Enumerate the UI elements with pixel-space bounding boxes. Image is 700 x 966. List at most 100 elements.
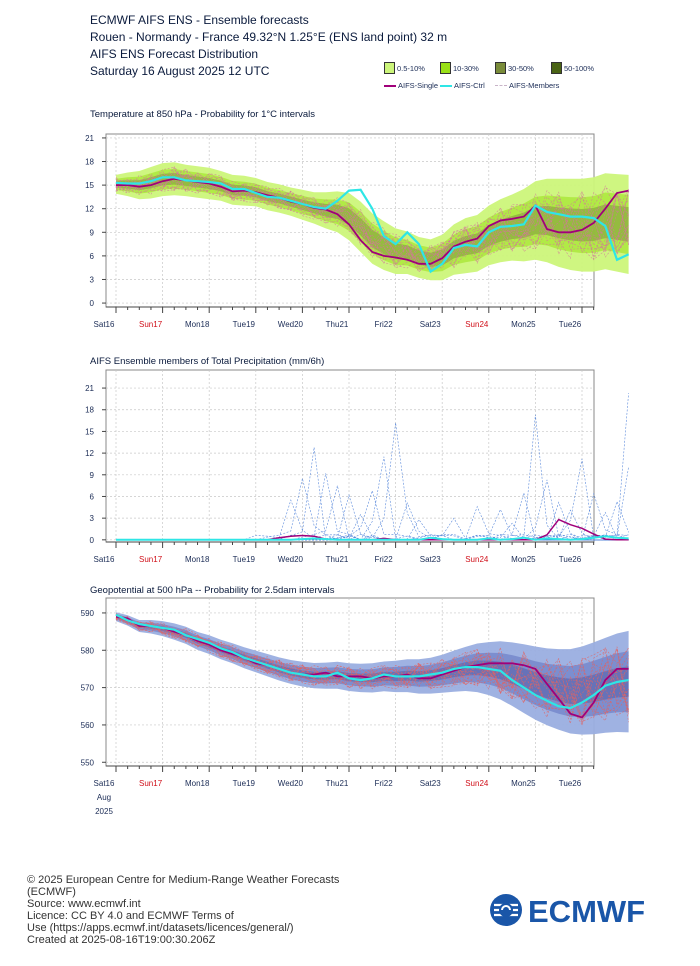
- footer-created: Created at 2025-08-16T19:00:30.206Z: [27, 934, 216, 946]
- x-day-label: Wed20: [278, 779, 304, 788]
- x-day-label: Thu21: [326, 320, 349, 329]
- legend-line-entry-1: AIFS-Ctrl: [440, 81, 485, 90]
- legend: 0.5-10% 10-30% 30-50% 50-100% AIFS-Singl…: [384, 62, 614, 94]
- footer-org: (ECMWF): [27, 886, 76, 898]
- legend-swatch-2: [495, 62, 506, 74]
- x-day-label: Tue26: [559, 320, 582, 329]
- x-day-label: Wed20: [278, 320, 304, 329]
- y-tick-label: 9: [90, 228, 95, 237]
- y-tick-label: 570: [81, 684, 95, 693]
- legend-line-0: [384, 84, 396, 87]
- x-day-label: Sat23: [420, 320, 441, 329]
- footer-copyright: © 2025 European Centre for Medium-Range …: [27, 874, 340, 886]
- member-line: [115, 616, 629, 718]
- x-day-label: Sun24: [465, 779, 489, 788]
- y-tick-label: 21: [85, 384, 94, 393]
- legend-line-1: [440, 84, 452, 87]
- y-tick-label: 6: [90, 492, 95, 501]
- header-date: Saturday 16 August 2025 12 UTC: [90, 64, 270, 78]
- member-line: [115, 167, 629, 268]
- member-line: [115, 613, 629, 722]
- member-line: [115, 173, 629, 265]
- x-day-label: Sat16: [94, 779, 115, 788]
- x-day-label: Tue19: [233, 555, 256, 564]
- y-tick-label: 580: [81, 646, 95, 655]
- member-line: [115, 170, 629, 273]
- footer-source: Source: www.ecmwf.int: [27, 898, 141, 910]
- member-line: [115, 617, 629, 718]
- y-tick-label: 15: [85, 427, 94, 436]
- member-line: [115, 169, 629, 265]
- x-day-label: Sun17: [139, 779, 163, 788]
- x-day-label: Sat23: [420, 555, 441, 564]
- legend-entry-1: 10-30%: [440, 62, 479, 74]
- header-title: ECMWF AIFS ENS - Ensemble forecasts: [90, 13, 309, 27]
- x-day-label: Thu21: [326, 555, 349, 564]
- x-day-label: Sun24: [465, 555, 489, 564]
- x-day-label: Mon18: [185, 555, 210, 564]
- panel-title-temperature: Temperature at 850 hPa - Probability for…: [90, 109, 316, 120]
- y-tick-label: 18: [85, 158, 94, 167]
- legend-line-2: [495, 85, 507, 86]
- x-day-label: Sat16: [94, 555, 115, 564]
- header-location: Rouen - Normandy - France 49.32°N 1.25°E…: [90, 30, 448, 44]
- y-tick-label: 12: [85, 205, 94, 214]
- legend-line-entry-0: AIFS-Single: [384, 81, 438, 90]
- x-day-label: Wed20: [278, 555, 304, 564]
- legend-entry-0: 0.5-10%: [384, 62, 425, 74]
- x-day-label: Tue19: [233, 320, 256, 329]
- member-line: [115, 617, 629, 721]
- x-day-label: Tue26: [559, 779, 582, 788]
- x-day-label: Tue26: [559, 555, 582, 564]
- y-tick-label: 15: [85, 181, 94, 190]
- y-tick-label: 0: [90, 536, 95, 545]
- series-aifs-ctrl: [115, 613, 629, 710]
- x-day-label: Mon25: [511, 320, 536, 329]
- legend-line-label-2: AIFS-Members: [509, 81, 560, 90]
- panel-title-precipitation: AIFS Ensemble members of Total Precipita…: [90, 356, 325, 367]
- member-line: [115, 172, 629, 270]
- x-day-label: Mon25: [511, 779, 536, 788]
- legend-entry-3: 50-100%: [551, 62, 594, 74]
- series-aifs-ctrl: [115, 176, 630, 274]
- x-day-label: Mon25: [511, 555, 536, 564]
- legend-entry-2: 30-50%: [495, 62, 534, 74]
- x-year-label: 2025: [95, 807, 113, 816]
- x-day-label: Sat16: [94, 320, 115, 329]
- x-day-label: Tue19: [233, 779, 256, 788]
- y-tick-label: 6: [90, 252, 95, 261]
- footer-licence-url: Use (https://apps.ecmwf.int/datasets/lic…: [27, 922, 294, 934]
- geopotential-chart: 550 560 570 580 590 Sat16 Sun17 Mon18 Tue19 Wed20…: [81, 597, 629, 816]
- legend-label-2: 30-50%: [508, 63, 534, 73]
- precipitation-chart: 0 3 6 9 12 15 18 21 Sat16 Sun17 Mon18 Tue19 Wed20 Thu…: [85, 369, 629, 564]
- x-day-label: Sat23: [420, 779, 441, 788]
- member-line: [115, 174, 629, 262]
- x-day-label: Mon18: [185, 779, 210, 788]
- legend-label-0: 0.5-10%: [397, 63, 425, 73]
- legend-line-label-0: AIFS-Single: [398, 81, 439, 90]
- member-line: [115, 170, 629, 272]
- y-tick-label: 550: [81, 758, 95, 767]
- header-product: AIFS ENS Forecast Distribution: [90, 47, 259, 61]
- chart-header: ECMWF AIFS ENS - Ensemble forecasts Roue…: [90, 12, 447, 80]
- ecmwf-logo: ECMWF: [490, 894, 645, 928]
- temperature-chart: 0 3 6 9 12 15 18 21 Sat16 Sun17 Mon18 Tue19 Wed20 Thu…: [85, 133, 630, 329]
- x-day-label: Fri22: [374, 320, 393, 329]
- y-tick-label: 560: [81, 721, 95, 730]
- x-day-label: Fri22: [374, 779, 393, 788]
- x-day-label: Sun17: [139, 320, 163, 329]
- x-day-label: Thu21: [326, 779, 349, 788]
- member-line: [115, 618, 629, 710]
- footer: © 2025 European Centre for Medium-Range …: [27, 874, 339, 946]
- legend-label-1: 10-30%: [453, 63, 479, 73]
- y-tick-label: 9: [90, 471, 95, 480]
- member-line: [115, 614, 629, 702]
- member-line: [115, 168, 629, 266]
- x-day-label: Sun17: [139, 555, 163, 564]
- legend-line-entry-2: AIFS-Members: [495, 81, 559, 90]
- panel-title-geopotential: Geopotential at 500 hPa -- Probability f…: [90, 585, 335, 596]
- legend-swatch-3: [551, 62, 562, 74]
- member-line: [115, 166, 629, 270]
- y-tick-label: 21: [85, 134, 94, 143]
- y-tick-label: 3: [90, 275, 95, 284]
